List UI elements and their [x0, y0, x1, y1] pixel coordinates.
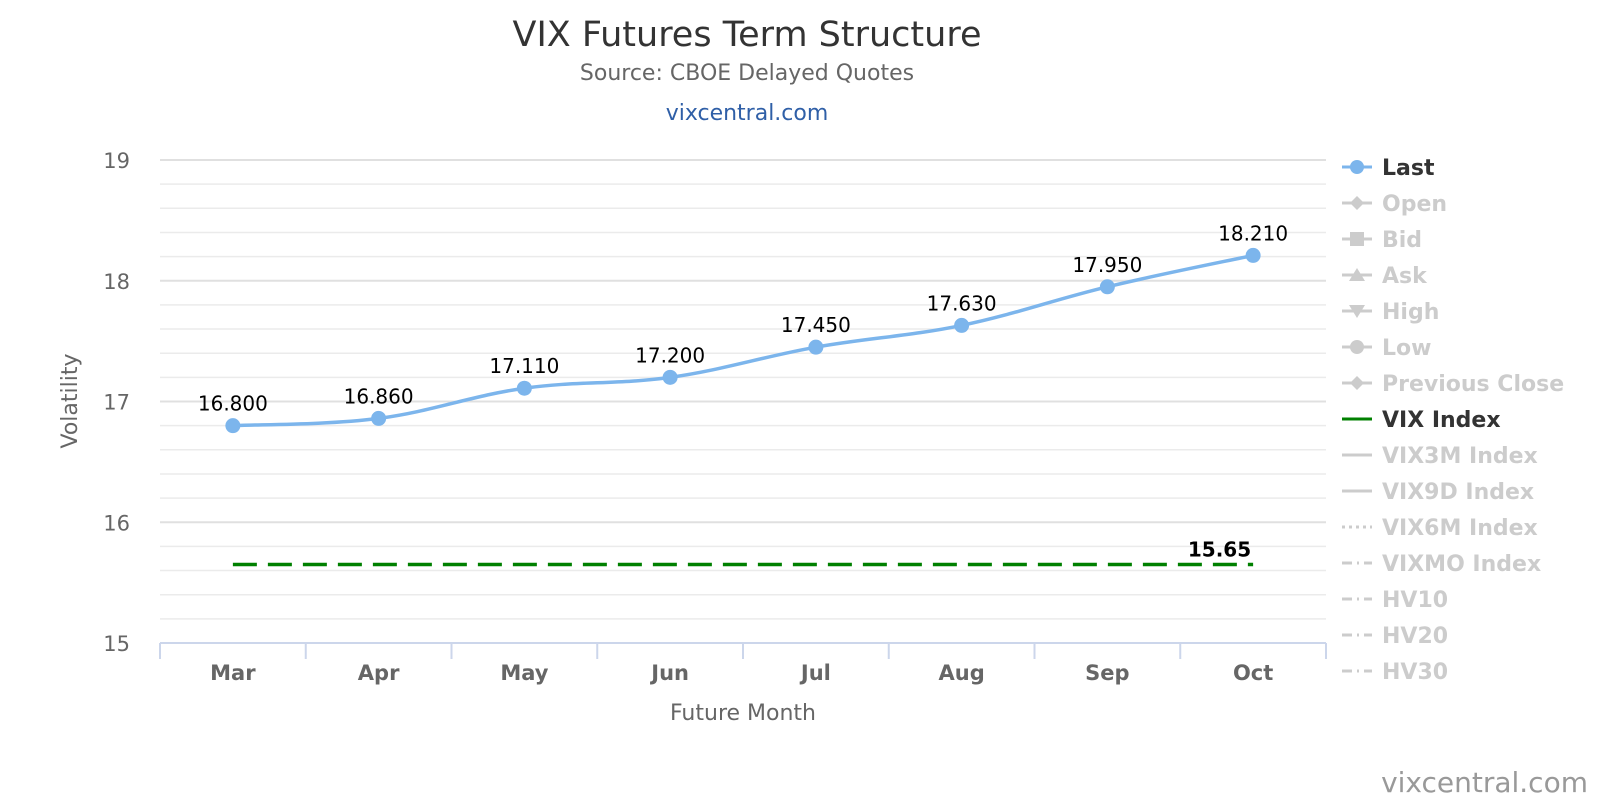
chart-title: VIX Futures Term Structure	[513, 15, 982, 55]
legend-triangle-down-icon	[1349, 305, 1365, 318]
legend-item-vix3m-index[interactable]: VIX3M Index	[1342, 444, 1538, 469]
chart-subtitle: Source: CBOE Delayed Quotes	[580, 61, 914, 86]
legend-triangle-icon	[1349, 268, 1365, 281]
legend-label: VIX Index	[1382, 408, 1501, 433]
last-series-data-label: 17.450	[781, 313, 851, 337]
vix-index-data-label: 15.65	[1188, 538, 1251, 562]
legend-item-hv30[interactable]: HV30	[1342, 660, 1448, 685]
y-tick-label: 18	[103, 270, 130, 294]
legend-item-vix9d-index[interactable]: VIX9D Index	[1342, 480, 1534, 505]
legend-label: HV30	[1382, 660, 1448, 685]
legend-item-last[interactable]: Last	[1342, 156, 1435, 181]
legend-label: VIX6M Index	[1382, 516, 1538, 541]
last-series-data-label: 16.800	[198, 392, 268, 416]
last-series-point	[1099, 279, 1115, 295]
legend-label: Bid	[1382, 228, 1422, 253]
legend-item-previous-close[interactable]: Previous Close	[1342, 372, 1564, 397]
y-tick-label: 16	[103, 511, 130, 535]
legend-label: Last	[1382, 156, 1435, 181]
x-axis-ticks: Mar Apr May Jun Jul Aug Sep Oct	[210, 661, 1273, 685]
last-series-point	[371, 410, 387, 426]
legend: Last Open Bid Ask High Low Previous Close VIX I…	[1342, 156, 1564, 685]
last-series-data-label: 17.200	[635, 343, 705, 367]
last-series-point	[954, 317, 970, 333]
legend-diamond-icon	[1350, 376, 1364, 390]
last-series-point	[1245, 247, 1261, 263]
legend-label: High	[1382, 300, 1439, 325]
x-tick-label: Apr	[358, 661, 400, 685]
x-tick-label: Aug	[939, 661, 985, 685]
last-series-data-label: 18.210	[1218, 221, 1288, 245]
legend-item-bid[interactable]: Bid	[1342, 228, 1422, 253]
legend-label: Low	[1382, 336, 1431, 361]
legend-label: HV10	[1382, 588, 1448, 613]
legend-item-high[interactable]: High	[1342, 300, 1439, 325]
legend-item-open[interactable]: Open	[1342, 192, 1447, 217]
x-tick-label: Oct	[1233, 661, 1273, 685]
source-link[interactable]: vixcentral.com	[666, 101, 829, 126]
watermark-text: vixcentral.com	[1381, 766, 1588, 799]
x-axis-title: Future Month	[670, 701, 816, 726]
grid-lines	[160, 159, 1326, 644]
x-tick-label: Jun	[649, 661, 689, 685]
last-series-data-label: 17.950	[1072, 253, 1142, 277]
last-series-point	[225, 418, 241, 434]
legend-item-hv10[interactable]: HV10	[1342, 588, 1448, 613]
series-plot: 15.65 16.800 16.860 17.110 17.200 17.450 17.63…	[198, 221, 1288, 567]
legend-label: Open	[1382, 192, 1447, 217]
legend-circle-icon	[1350, 340, 1364, 354]
legend-label: HV20	[1382, 624, 1448, 649]
last-series-data-label: 17.110	[489, 354, 559, 378]
legend-item-ask[interactable]: Ask	[1342, 264, 1428, 289]
last-series-data-label: 17.630	[927, 291, 997, 315]
legend-item-vix-index[interactable]: VIX Index	[1342, 408, 1501, 433]
legend-label: VIX3M Index	[1382, 444, 1538, 469]
legend-label: Previous Close	[1382, 372, 1564, 397]
y-axis-ticks: 15 16 17 18 19	[103, 149, 130, 656]
y-axis-title: Volatility	[58, 353, 83, 448]
last-series-point	[808, 339, 824, 355]
last-series-point	[662, 369, 678, 385]
legend-item-low[interactable]: Low	[1342, 336, 1431, 361]
legend-item-vix6m-index[interactable]: VIX6M Index	[1342, 516, 1538, 541]
last-series-data-label: 16.860	[344, 384, 414, 408]
last-series-point	[516, 380, 532, 396]
y-tick-label: 17	[103, 391, 130, 415]
legend-square-icon	[1350, 232, 1364, 246]
legend-diamond-icon	[1350, 196, 1364, 210]
x-tick-label: Mar	[210, 661, 256, 685]
legend-item-hv20[interactable]: HV20	[1342, 624, 1448, 649]
y-tick-label: 19	[103, 149, 130, 173]
x-tick-label: May	[500, 661, 548, 685]
legend-label: VIX9D Index	[1382, 480, 1534, 505]
legend-label: VIXMO Index	[1382, 552, 1541, 577]
x-axis	[159, 642, 1327, 659]
legend-item-vixmo-index[interactable]: VIXMO Index	[1342, 552, 1541, 577]
legend-label: Ask	[1382, 264, 1428, 289]
last-series-line	[232, 253, 1254, 428]
x-tick-label: Sep	[1085, 661, 1129, 685]
x-tick-label: Jul	[799, 661, 831, 685]
y-tick-label: 15	[103, 632, 130, 656]
legend-circle-icon	[1350, 160, 1364, 174]
